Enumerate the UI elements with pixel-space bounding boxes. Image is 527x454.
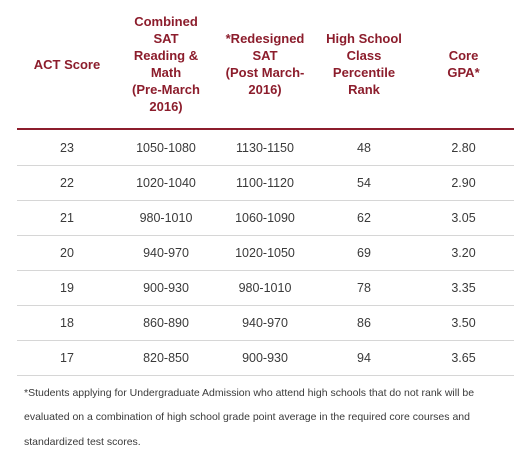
cell-combined-sat: 900-930 — [117, 271, 215, 306]
cell-combined-sat: 1020-1040 — [117, 166, 215, 201]
cell-act-score: 23 — [17, 129, 117, 166]
cell-combined-sat: 820-850 — [117, 341, 215, 376]
cell-core-gpa: 3.35 — [413, 271, 514, 306]
table-header: ACT Score Combined SAT Reading & Math (P… — [17, 0, 514, 129]
cell-percentile-rank: 94 — [315, 341, 413, 376]
cell-act-score: 18 — [17, 306, 117, 341]
header-class-percentile-rank: High School Class Percentile Rank — [315, 0, 413, 129]
cell-percentile-rank: 78 — [315, 271, 413, 306]
cell-core-gpa: 3.65 — [413, 341, 514, 376]
cell-redesigned-sat: 1130-1150 — [215, 129, 315, 166]
header-redesigned-sat: *Redesigned SAT (Post March- 2016) — [215, 0, 315, 129]
cell-core-gpa: 3.20 — [413, 236, 514, 271]
cell-redesigned-sat: 1100-1120 — [215, 166, 315, 201]
cell-core-gpa: 2.90 — [413, 166, 514, 201]
table-row: 23 1050-1080 1130-1150 48 2.80 — [17, 129, 514, 166]
cell-redesigned-sat: 980-1010 — [215, 271, 315, 306]
table-row: 17 820-850 900-930 94 3.65 — [17, 341, 514, 376]
cell-percentile-rank: 62 — [315, 201, 413, 236]
header-act-score: ACT Score — [17, 0, 117, 129]
cell-combined-sat: 940-970 — [117, 236, 215, 271]
cell-redesigned-sat: 940-970 — [215, 306, 315, 341]
cell-combined-sat: 980-1010 — [117, 201, 215, 236]
cell-redesigned-sat: 1020-1050 — [215, 236, 315, 271]
table-row: 22 1020-1040 1100-1120 54 2.90 — [17, 166, 514, 201]
table-body: 23 1050-1080 1130-1150 48 2.80 22 1020-1… — [17, 129, 514, 376]
cell-act-score: 19 — [17, 271, 117, 306]
cell-act-score: 17 — [17, 341, 117, 376]
cell-act-score: 20 — [17, 236, 117, 271]
table-row: 21 980-1010 1060-1090 62 3.05 — [17, 201, 514, 236]
cell-core-gpa: 3.50 — [413, 306, 514, 341]
cell-percentile-rank: 86 — [315, 306, 413, 341]
header-core-gpa: Core GPA* — [413, 0, 514, 129]
cell-percentile-rank: 69 — [315, 236, 413, 271]
table-row: 20 940-970 1020-1050 69 3.20 — [17, 236, 514, 271]
header-row: ACT Score Combined SAT Reading & Math (P… — [17, 0, 514, 129]
cell-combined-sat: 860-890 — [117, 306, 215, 341]
cell-redesigned-sat: 900-930 — [215, 341, 315, 376]
cell-core-gpa: 3.05 — [413, 201, 514, 236]
cell-act-score: 22 — [17, 166, 117, 201]
cell-percentile-rank: 54 — [315, 166, 413, 201]
admission-requirements-table: ACT Score Combined SAT Reading & Math (P… — [17, 0, 514, 376]
cell-act-score: 21 — [17, 201, 117, 236]
cell-core-gpa: 2.80 — [413, 129, 514, 166]
cell-redesigned-sat: 1060-1090 — [215, 201, 315, 236]
cell-combined-sat: 1050-1080 — [117, 129, 215, 166]
table-row: 18 860-890 940-970 86 3.50 — [17, 306, 514, 341]
admission-requirements-table-wrapper: ACT Score Combined SAT Reading & Math (P… — [17, 0, 514, 376]
cell-percentile-rank: 48 — [315, 129, 413, 166]
header-combined-sat: Combined SAT Reading & Math (Pre-March 2… — [117, 0, 215, 129]
table-row: 19 900-930 980-1010 78 3.35 — [17, 271, 514, 306]
